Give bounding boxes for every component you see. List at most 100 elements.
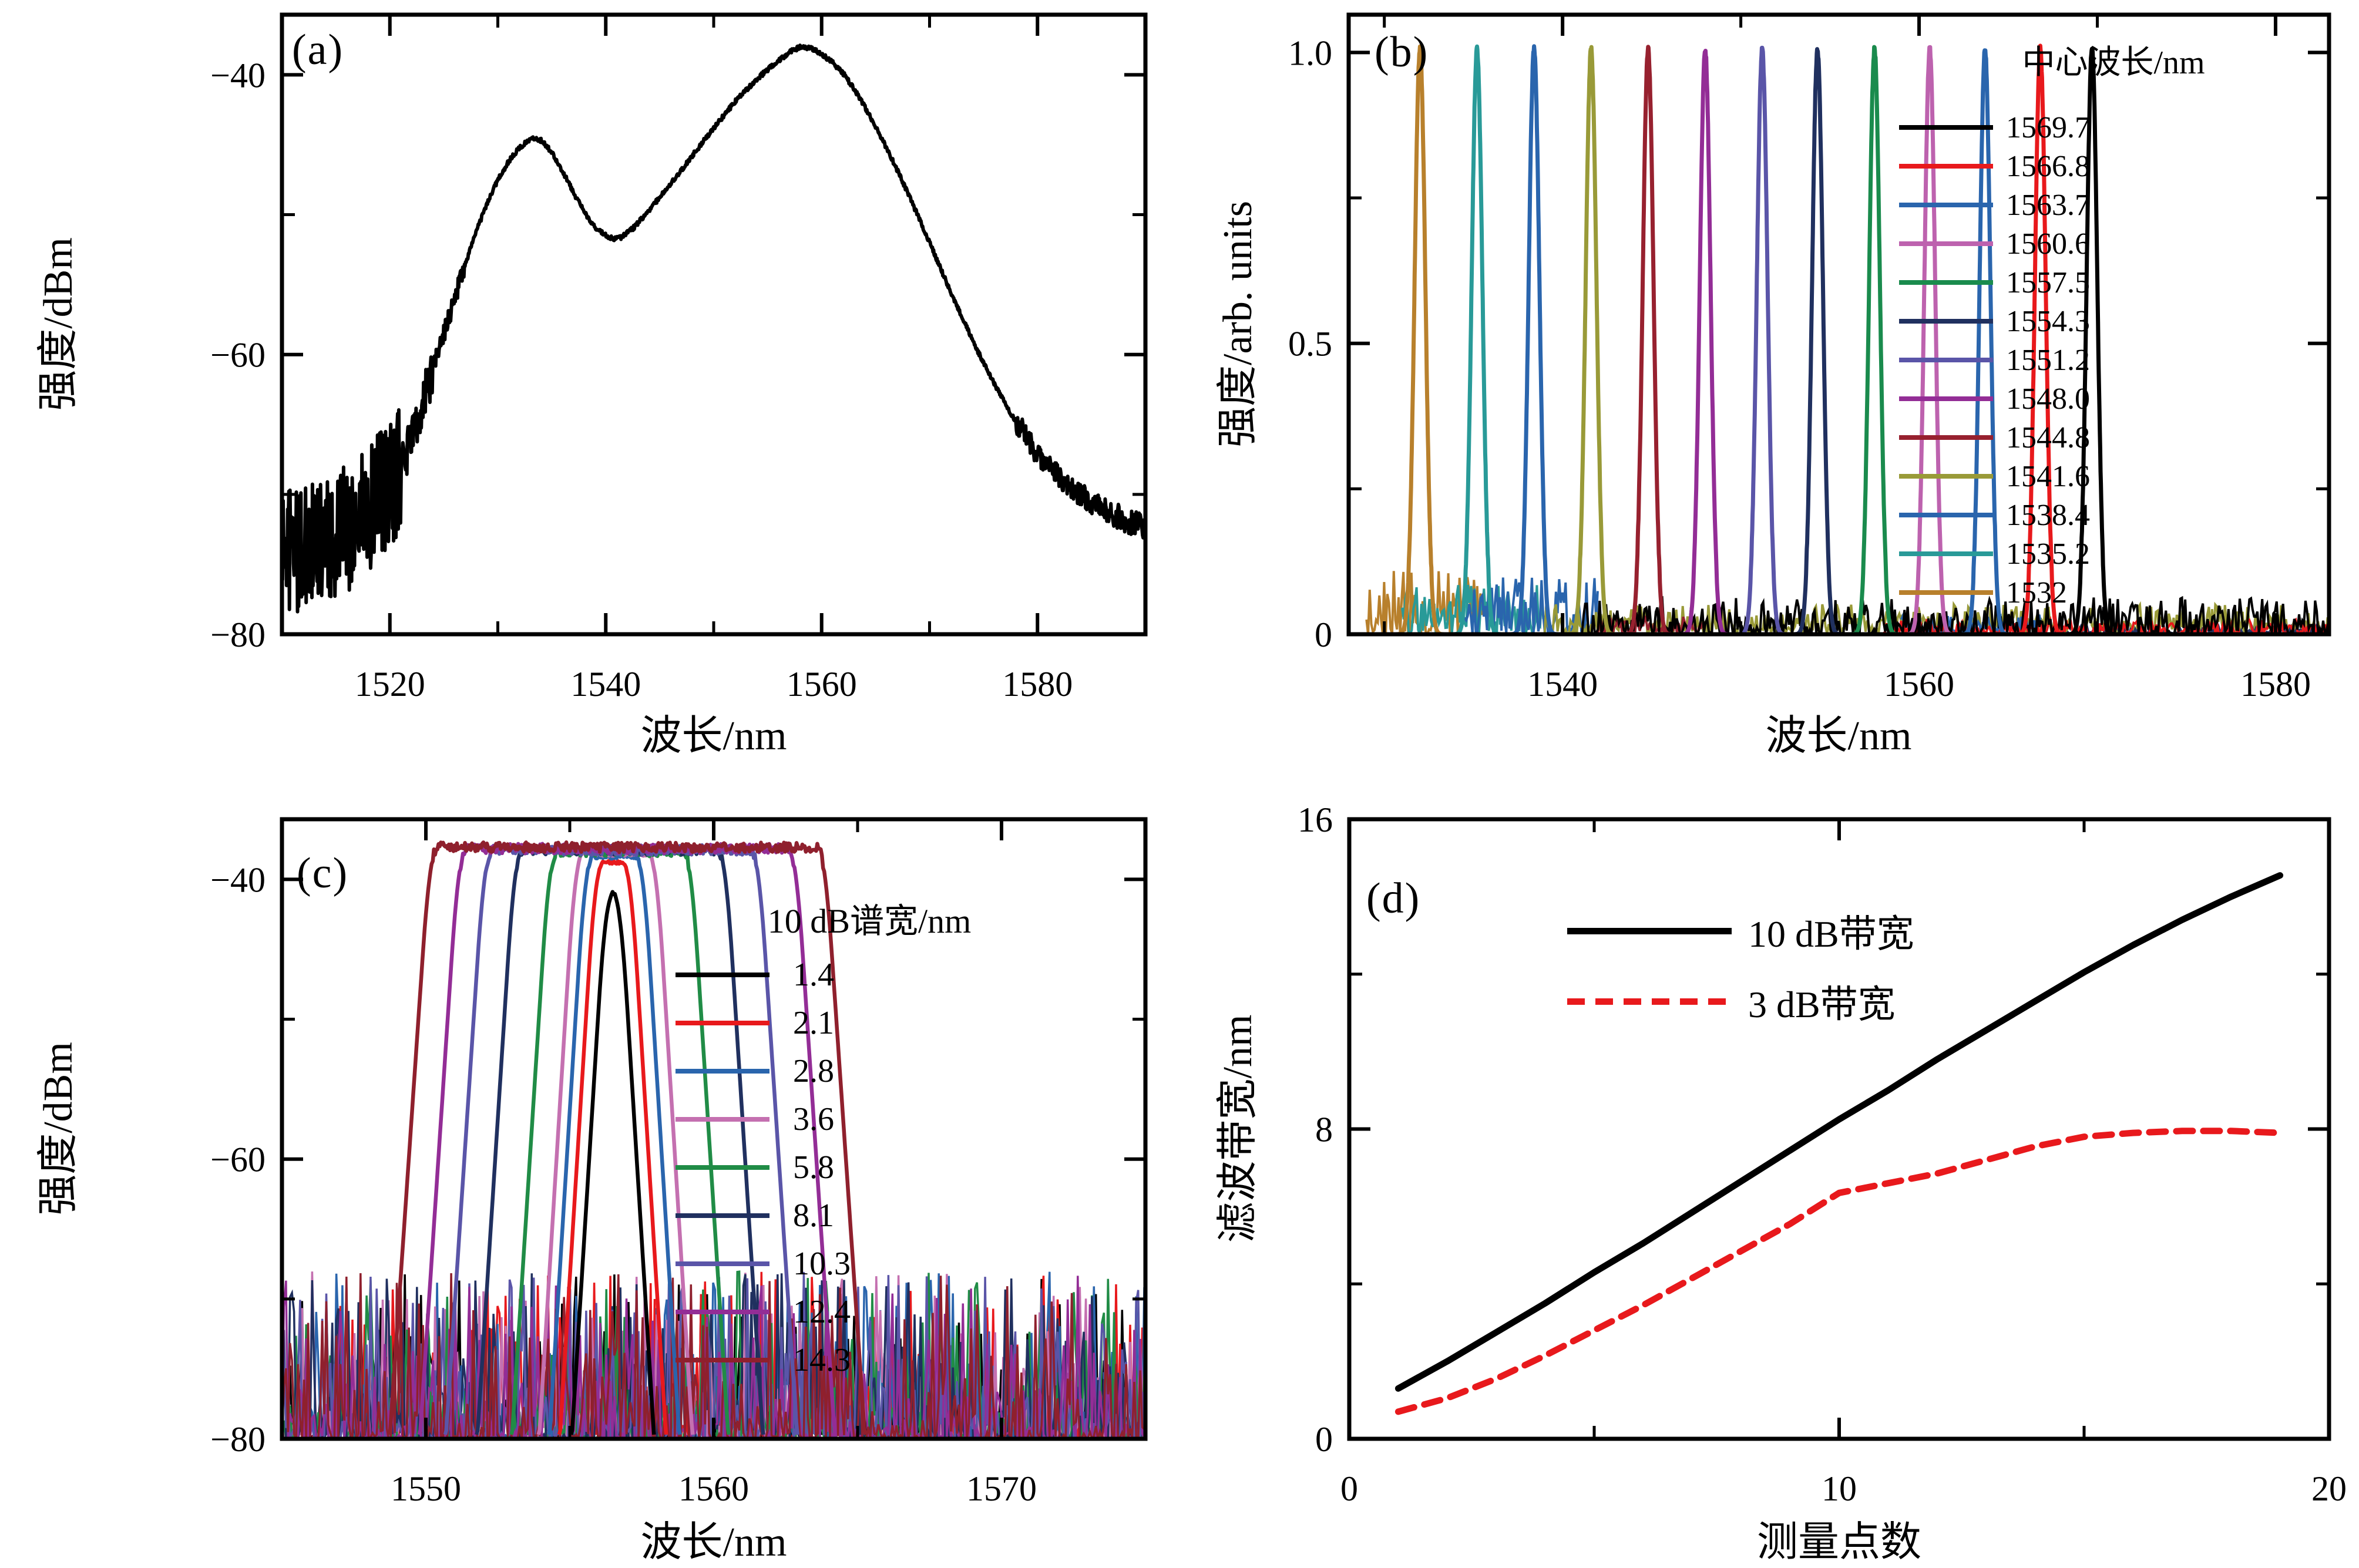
legend-swatch	[1899, 203, 1993, 207]
y-tick-label: −60	[210, 1140, 266, 1179]
panel-d: 0 10 20 0 8 16 (d) 测量点数 滤波带宽/nm 10 dB带宽 3 dB带宽	[1180, 784, 2359, 1568]
legend-item-1557.5: 1557.5	[1899, 263, 2328, 302]
panel-b-legend: 中心波长/nm 1569.7 1566.8 1563.7 1560.6 1557.5 15…	[1899, 41, 2328, 612]
legend-label: 2.8	[793, 1053, 834, 1089]
legend-swatch	[1899, 590, 1993, 595]
panel-b-legend-rows: 1569.7 1566.8 1563.7 1560.6 1557.5 1554.3 1551…	[1899, 108, 2328, 612]
legend-label: 5.8	[793, 1149, 834, 1186]
legend-item-1535.2: 1535.2	[1899, 534, 2328, 573]
tick-labels-c: 1550 1560 1570 −40 −60 −80	[210, 860, 1037, 1508]
x-tick-label: 1560	[678, 1469, 749, 1508]
y-tick-label: −40	[210, 56, 266, 95]
panel-c-letter: (c)	[297, 849, 349, 897]
panel-c-legend: 10 dB谱宽/nm 1.4 2.1 2.8 3.6 5.8 8.1 10.3 12.4 14.…	[676, 900, 1063, 1384]
legend-label: 1554.3	[2006, 304, 2090, 338]
legend-swatch	[1899, 164, 1993, 169]
legend-label: 10 dB带宽	[1748, 913, 1914, 955]
x-tick-label: 1560	[787, 665, 857, 704]
peak-1535.2	[1436, 44, 1518, 634]
series-3 dB带宽	[1394, 1128, 2284, 1415]
legend-swatch	[1899, 474, 1993, 479]
legend-swatch	[1899, 125, 1993, 130]
y-tick-label: 0	[1315, 615, 1332, 654]
legend-label: 1560.6	[2006, 227, 2090, 261]
panel-d-x-axis-title: 测量点数	[1757, 1520, 1921, 1565]
legend-swatch	[676, 1069, 769, 1074]
peak-1551.2	[1721, 45, 1803, 634]
legend-swatch	[1899, 319, 1993, 324]
peak-1560.6	[1888, 45, 1971, 634]
x-tick-label: 1560	[1884, 665, 1954, 704]
legend-item-1.4: 1.4	[676, 951, 1063, 999]
legend-swatch	[676, 1310, 769, 1314]
panel-c-legend-title: 10 dB谱宽/nm	[767, 902, 972, 940]
legend-label: 2.1	[793, 1005, 834, 1041]
legend-label: 3 dB带宽	[1748, 984, 1896, 1025]
legend-label: 1535.2	[2006, 537, 2090, 571]
legend-label: 1532	[2006, 576, 2067, 610]
x-tick-label: 1540	[1527, 665, 1598, 704]
legend-item-10 dB带宽: 10 dB带宽	[1567, 896, 2096, 966]
x-tick-label: 10	[1822, 1469, 1857, 1508]
axes-frame-b	[1346, 12, 2331, 637]
tick-labels-d: 0 10 20 0 8 16	[1298, 800, 2347, 1508]
legend-swatch	[676, 1021, 769, 1025]
peak-1566.8	[1999, 43, 2082, 634]
legend-label: 1566.8	[2006, 149, 2090, 183]
legend-label: 1569.7	[2006, 110, 2090, 144]
panel-b: 1540 1560 1580 0 0.5 1.0 (b) 波长/nm 强度/arb. un…	[1180, 0, 2359, 784]
band-2.8	[547, 853, 682, 1435]
legend-swatch	[1899, 435, 1993, 440]
band-1.4	[569, 890, 656, 1435]
legend-item-8.1: 8.1	[676, 1192, 1063, 1240]
plot-area-b	[1365, 43, 2329, 634]
legend-item-1563.7: 1563.7	[1899, 186, 2328, 224]
legend-item-1569.7: 1569.7	[1899, 108, 2328, 147]
y-tick-label: 0.5	[1288, 325, 1332, 364]
legend-swatch	[676, 1117, 769, 1122]
legend-swatch	[1899, 513, 1993, 517]
y-tick-label: −80	[210, 1420, 266, 1459]
legend-swatch	[1899, 551, 1993, 556]
series-10 dB带宽	[1394, 872, 2284, 1392]
y-tick-label: −60	[210, 336, 266, 375]
legend-item-1551.2: 1551.2	[1899, 341, 2328, 379]
legend-label: 1557.5	[2006, 265, 2090, 300]
noise-floor	[1580, 595, 2329, 634]
legend-item-1560.6: 1560.6	[1899, 224, 2328, 263]
legend-label: 12.4	[793, 1294, 851, 1330]
panel-b-y-axis-title: 强度/arb. units	[1215, 201, 1261, 447]
legend-swatch	[1567, 998, 1732, 1005]
legend-swatch	[1567, 927, 1732, 934]
legend-swatch	[676, 973, 769, 977]
panel-d-letter: (d)	[1366, 874, 1421, 923]
panel-c-x-axis-title: 波长/nm	[640, 1520, 787, 1565]
peak-1569.7	[2051, 46, 2133, 634]
panel-a-plot: 1520 1540 1560 1580 −40 −60 −80	[210, 12, 1148, 704]
x-tick-label: 1580	[1002, 665, 1073, 704]
panel-a: 1520 1540 1560 1580 −40 −60 −80 (a) 波长/nm 强度/d…	[0, 0, 1180, 784]
legend-label: 1563.7	[2006, 188, 2090, 222]
series-ASE光谱	[282, 43, 1145, 614]
panel-d-legend-rows: 10 dB带宽 3 dB带宽	[1567, 896, 2096, 1037]
legend-item-2.1: 2.1	[676, 999, 1063, 1047]
tick-labels-b: 1540 1560 1580 0 0.5 1.0	[1288, 33, 2311, 704]
panel-d-y-axis-title: 滤波带宽/nm	[1215, 1014, 1261, 1243]
x-tick-label: 0	[1340, 1469, 1358, 1508]
legend-label: 1544.8	[2006, 420, 2090, 455]
panel-b-letter: (b)	[1375, 28, 1429, 76]
legend-swatch	[1899, 241, 1993, 246]
legend-label: 14.3	[793, 1342, 851, 1378]
plot-area-d	[1394, 872, 2284, 1415]
peak-1541.6	[1550, 45, 1632, 634]
legend-swatch	[676, 1261, 769, 1266]
legend-swatch	[676, 1213, 769, 1218]
peak-1554.3	[1776, 47, 1859, 634]
panel-c: 1550 1560 1570 −40 −60 −80 (c) 波长/nm 强度/dBm 1…	[0, 784, 1180, 1568]
x-tick-label: 1570	[966, 1469, 1037, 1508]
y-tick-label: 0	[1315, 1420, 1333, 1459]
legend-swatch	[1899, 280, 1993, 285]
panel-b-plot: 1540 1560 1580 0 0.5 1.0	[1288, 12, 2331, 704]
peak-1532	[1379, 44, 1461, 634]
